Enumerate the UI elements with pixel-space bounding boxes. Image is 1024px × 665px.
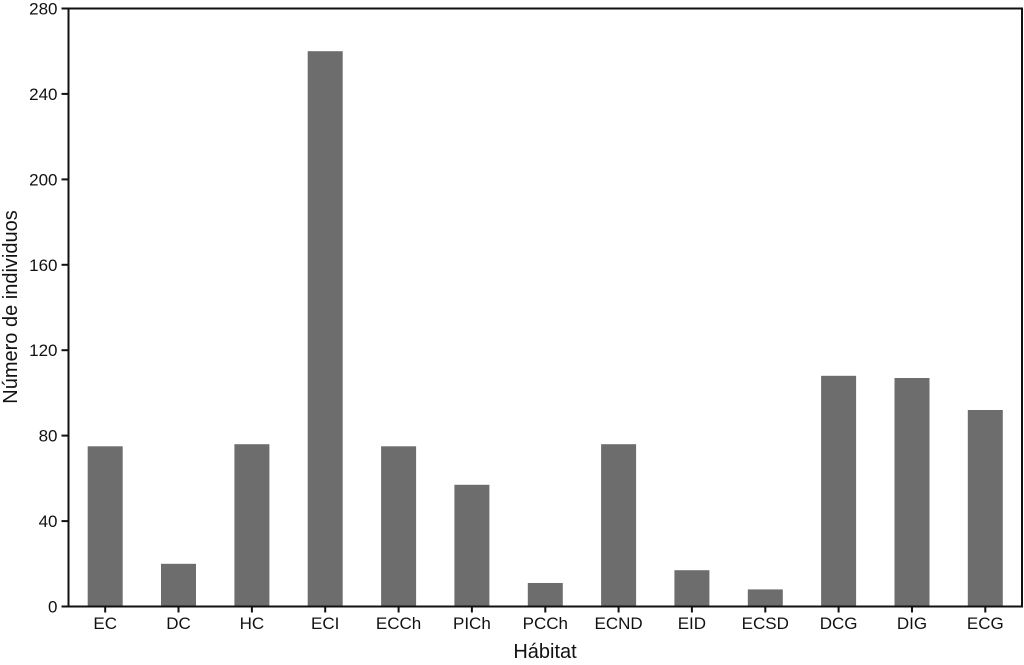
x-tick-label: ECCh xyxy=(376,614,421,633)
bar-DC xyxy=(161,563,196,607)
plot-area: 0 40 80 120 160 200 240 280 EC DC HC ECI ECCh PICh PCC… xyxy=(29,0,1023,633)
x-tick-label: ECI xyxy=(311,614,339,633)
x-tick-label: DC xyxy=(166,614,191,633)
bar-ECSD xyxy=(747,589,783,607)
bar-PCCh xyxy=(527,583,563,607)
y-tick-label: 200 xyxy=(29,170,57,189)
y-axis-title: Número de individuos xyxy=(0,210,22,403)
x-tick-label: DIG xyxy=(897,614,927,633)
bar-ECND xyxy=(601,444,637,607)
x-tick-label: PCCh xyxy=(523,614,568,633)
bar-PICh xyxy=(454,484,490,607)
y-tick-label: 280 xyxy=(29,0,57,19)
y-tick-label: 0 xyxy=(48,598,57,617)
y-tick-label: 80 xyxy=(39,427,58,446)
x-tick-label: ECSD xyxy=(742,614,789,633)
bar-HC xyxy=(234,444,270,607)
bar-DCG xyxy=(821,375,857,607)
y-tick-label: 120 xyxy=(29,341,57,360)
bar-EC xyxy=(87,446,123,607)
x-tick-label: HC xyxy=(240,614,265,633)
bar-DIG xyxy=(894,378,930,607)
y-tick-label: 160 xyxy=(29,256,57,275)
x-tick-label: ECND xyxy=(595,614,643,633)
x-tick-label: EC xyxy=(93,614,117,633)
x-tick-label: EID xyxy=(678,614,706,633)
bar-ECI xyxy=(307,51,343,607)
y-tick-label: 40 xyxy=(39,512,58,531)
plot-frame xyxy=(67,7,1023,608)
y-tick-label: 240 xyxy=(29,85,57,104)
x-tick-label: DCG xyxy=(820,614,858,633)
x-tick-label: PICh xyxy=(453,614,491,633)
bar-EID xyxy=(674,570,710,607)
bar-ECCh xyxy=(381,446,417,607)
bar-ECG xyxy=(967,410,1003,607)
x-axis-title: Hábitat xyxy=(513,641,577,663)
x-tick-label: ECG xyxy=(967,614,1004,633)
